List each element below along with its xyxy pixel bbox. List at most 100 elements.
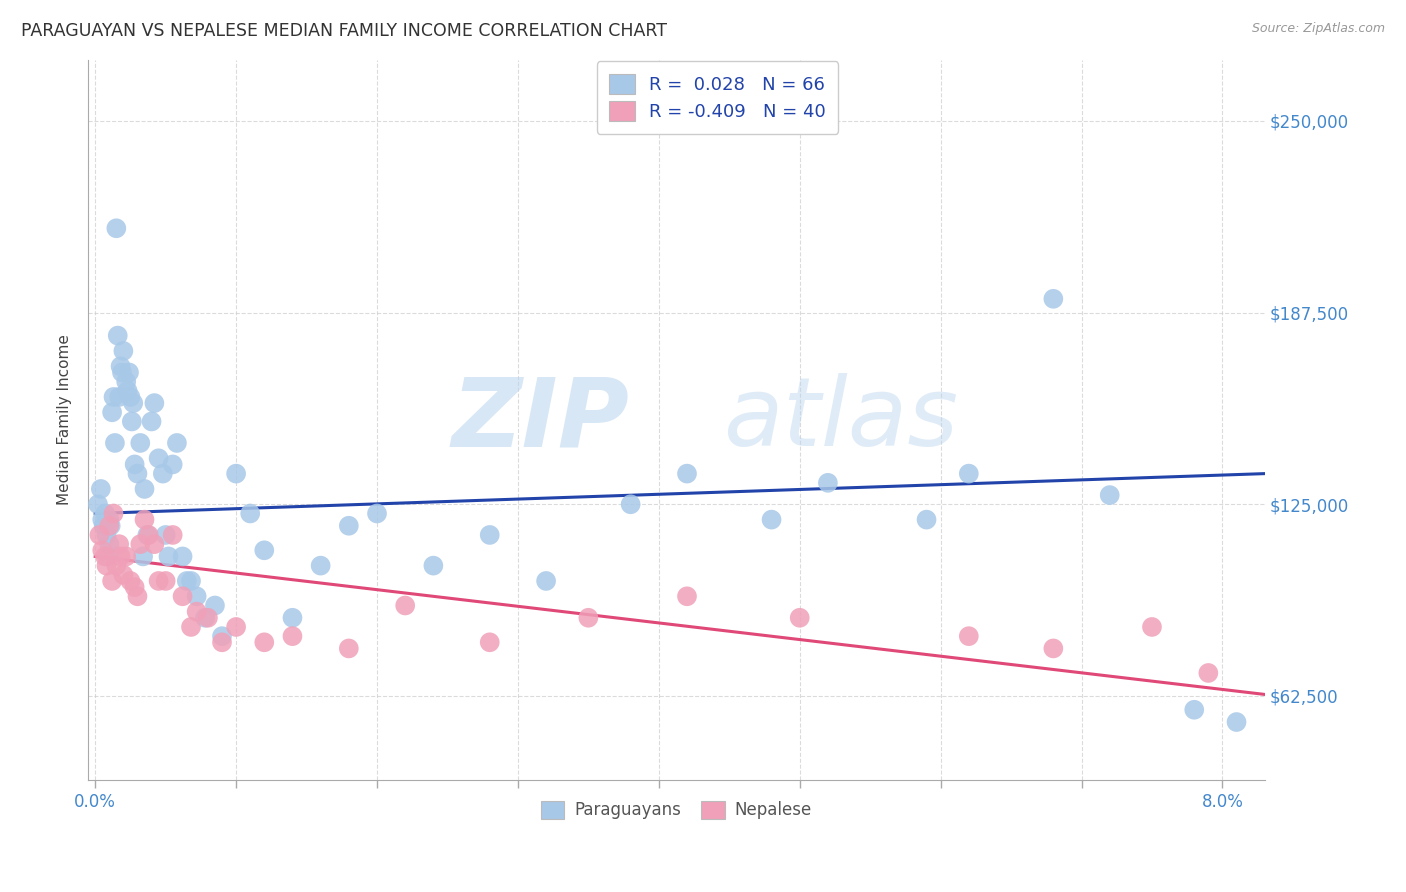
Point (112, 567, 135, 582)
Point (121, 415, 143, 429)
Point (87, 497, 110, 511)
Point (957, 467, 980, 481)
Point (100, 518, 122, 533)
Point (111, 366, 134, 380)
Point (97, 549, 120, 564)
Point (143, 537, 166, 551)
Point (478, 635, 501, 649)
Point (366, 507, 388, 521)
Point (110, 359, 132, 374)
Point (108, 537, 131, 551)
Point (143, 396, 166, 410)
Point (98, 513, 121, 527)
Point (91, 543, 114, 558)
Point (90, 482, 112, 496)
Point (136, 528, 159, 542)
Point (211, 629, 233, 643)
Point (108, 390, 131, 404)
Point (96, 558, 118, 573)
Point (157, 549, 180, 564)
Point (1225, 714, 1247, 729)
Point (204, 599, 226, 613)
Point (162, 458, 184, 472)
Point (253, 543, 276, 558)
Point (789, 611, 811, 625)
Point (91, 513, 114, 527)
Point (134, 513, 156, 527)
Point (576, 611, 599, 625)
Point (110, 549, 132, 564)
Point (166, 436, 188, 450)
Point (138, 528, 160, 542)
Point (176, 574, 198, 588)
Point (186, 589, 208, 603)
Point (186, 605, 208, 619)
Point (394, 599, 416, 613)
Point (94, 507, 117, 521)
Point (197, 611, 219, 625)
Point (148, 574, 170, 588)
Point (1042, 292, 1064, 306)
Point (478, 528, 501, 542)
Point (225, 467, 247, 481)
Point (239, 507, 262, 521)
Point (127, 467, 149, 481)
Text: atlas: atlas (724, 374, 959, 467)
Point (337, 518, 360, 533)
Legend: Paraguayans, Nepalese: Paraguayans, Nepalese (534, 794, 818, 826)
Point (225, 620, 247, 634)
Point (957, 629, 980, 643)
Point (211, 635, 233, 649)
Point (281, 611, 304, 625)
Point (309, 558, 332, 573)
Point (1042, 641, 1064, 656)
Point (89, 528, 111, 542)
Point (122, 396, 145, 410)
Point (101, 405, 124, 419)
Point (132, 549, 155, 564)
Point (915, 513, 938, 527)
Point (129, 436, 152, 450)
Point (93, 518, 115, 533)
Y-axis label: Median Family Income: Median Family Income (58, 334, 72, 506)
Point (103, 507, 125, 521)
Point (152, 467, 174, 481)
Point (105, 221, 128, 235)
Point (281, 629, 304, 643)
Point (1182, 703, 1205, 717)
Point (141, 415, 163, 429)
Point (104, 436, 127, 450)
Point (112, 343, 135, 358)
Point (422, 558, 444, 573)
Point (120, 390, 142, 404)
Point (676, 589, 699, 603)
Point (817, 475, 839, 490)
Point (117, 384, 139, 398)
Point (155, 528, 177, 542)
Point (107, 328, 129, 343)
Point (172, 589, 194, 603)
Point (120, 574, 142, 588)
Point (94, 549, 117, 564)
Point (148, 451, 170, 466)
Point (761, 513, 783, 527)
Point (676, 467, 699, 481)
Point (1140, 620, 1163, 634)
Text: PARAGUAYAN VS NEPALESE MEDIAN FAMILY INCOME CORRELATION CHART: PARAGUAYAN VS NEPALESE MEDIAN FAMILY INC… (21, 22, 666, 40)
Point (172, 549, 194, 564)
Point (534, 574, 557, 588)
Point (155, 574, 177, 588)
Point (118, 366, 141, 380)
Text: Source: ZipAtlas.com: Source: ZipAtlas.com (1251, 22, 1385, 36)
Point (98, 537, 121, 551)
Point (127, 589, 149, 603)
Point (101, 574, 124, 588)
Point (180, 620, 202, 634)
Point (194, 611, 217, 625)
Point (1197, 665, 1219, 680)
Point (103, 390, 125, 404)
Point (253, 635, 276, 649)
Point (115, 549, 138, 564)
Point (124, 458, 146, 472)
Point (162, 528, 184, 542)
